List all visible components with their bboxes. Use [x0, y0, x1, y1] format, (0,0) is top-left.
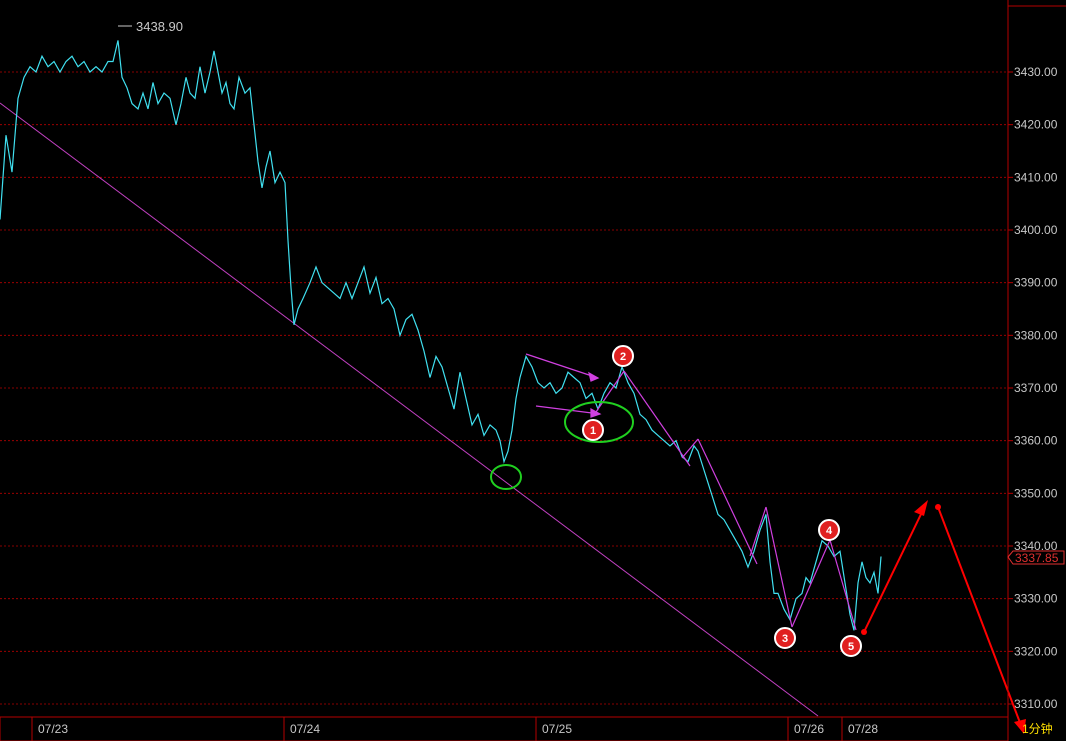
x-tick-label: 07/25: [542, 722, 572, 736]
forecast-dot: [861, 629, 867, 635]
y-tick-label: 3370.00: [1014, 381, 1058, 395]
x-axis: 07/23 07/24 07/25 07/26 07/28: [31, 717, 878, 741]
green-circle-marker: [564, 401, 634, 443]
y-tick-label: 3420.00: [1014, 118, 1058, 132]
wave-line: [525, 353, 599, 379]
y-tick-label: 3310.00: [1014, 697, 1058, 711]
svg-text:2: 2: [620, 351, 626, 363]
marker-1: 1: [582, 419, 604, 441]
y-tick-label: 3390.00: [1014, 276, 1058, 290]
svg-text:4: 4: [826, 525, 833, 537]
wave-line: [535, 405, 601, 415]
x-tick-label: 07/28: [848, 722, 878, 736]
arrow-head: [914, 500, 928, 516]
last-value-label: 3337.85: [1007, 550, 1065, 565]
price-series-line: [0, 40, 882, 631]
y-axis: 3430.00 3420.00 3410.00 3400.00 3390.00 3380.…: [1008, 65, 1058, 711]
x-tick-label: 07/24: [290, 722, 320, 736]
wave-line: [595, 370, 625, 413]
forecast-up-line: [863, 507, 925, 633]
arrow-head: [588, 371, 600, 382]
grid-lines: [0, 71, 1008, 705]
svg-text:5: 5: [848, 641, 854, 653]
marker-4: 4: [818, 519, 840, 541]
y-tick-label: 3320.00: [1014, 644, 1058, 658]
wave-line: [791, 539, 831, 628]
y-tick-label: 3400.00: [1014, 223, 1058, 237]
y-tick-label: 3380.00: [1014, 328, 1058, 342]
wave-line: [765, 506, 793, 628]
marker-3: 3: [774, 627, 796, 649]
x-tick-label: 07/23: [38, 722, 68, 736]
x-tick-label: 07/26: [794, 722, 824, 736]
svg-text:1: 1: [590, 425, 596, 437]
green-circle-marker: [490, 464, 522, 490]
y-tick-label: 3360.00: [1014, 434, 1058, 448]
y-tick-label: 3340.00: [1014, 539, 1058, 553]
support-trendline: [0, 102, 819, 717]
arrow-head: [590, 407, 602, 418]
svg-text:3: 3: [782, 633, 788, 645]
y-tick-label: 3430.00: [1014, 65, 1058, 79]
y-tick-label: 3410.00: [1014, 170, 1058, 184]
arrow-head: [1014, 719, 1026, 734]
marker-2: 2: [612, 345, 634, 367]
wave-line: [749, 506, 767, 557]
period-label: 1分钟: [1022, 721, 1053, 736]
y-tick-label: 3330.00: [1014, 592, 1058, 606]
wave-line: [697, 438, 758, 565]
x-axis-bar: [0, 716, 1009, 741]
wave-line: [623, 370, 691, 467]
wave-line: [829, 539, 857, 631]
forecast-dot: [935, 504, 941, 510]
wave-annotations: [525, 353, 857, 631]
header-value: 3438.90: [136, 19, 183, 34]
y-tick-label: 3350.00: [1014, 486, 1058, 500]
marker-5: 5: [840, 635, 862, 657]
svg-text:3337.85: 3337.85: [1015, 551, 1059, 565]
wave-line: [681, 438, 699, 459]
